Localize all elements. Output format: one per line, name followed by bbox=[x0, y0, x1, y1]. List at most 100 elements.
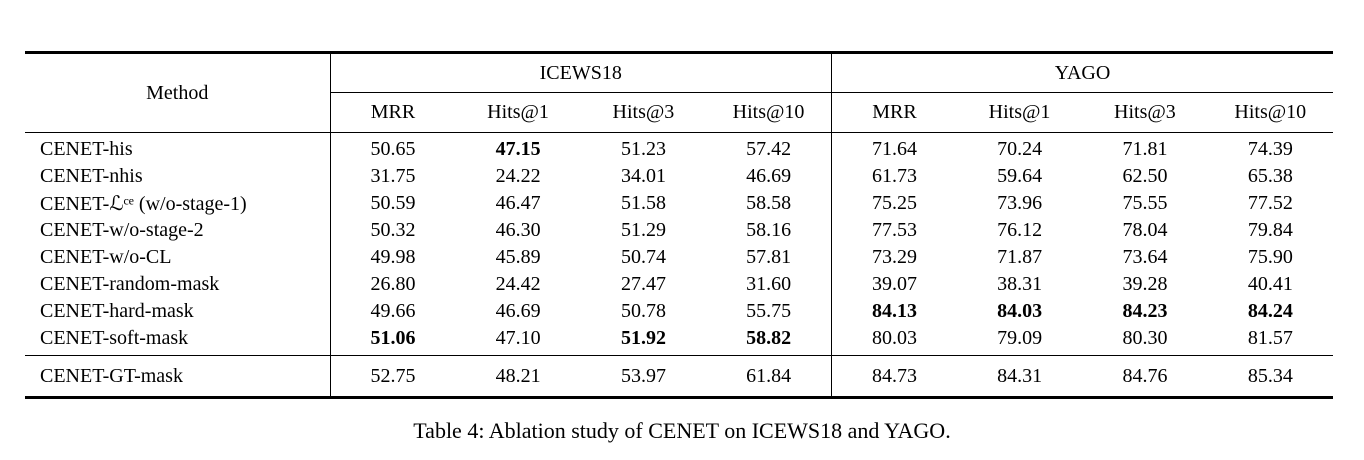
metric-cell: 50.65 bbox=[329, 132, 456, 163]
metric-cell: 50.59 bbox=[329, 190, 456, 217]
column-header-yago-hits10: Hits@10 bbox=[1207, 92, 1333, 133]
column-header-icews18-hits3: Hits@3 bbox=[580, 92, 707, 133]
table-row: CENET-his 50.65 47.15 51.23 57.42 71.64 … bbox=[25, 132, 1333, 163]
method-cell: CENET-soft-mask bbox=[40, 327, 189, 349]
method-cell: CENET-GT-mask bbox=[25, 355, 330, 398]
metric-cell: 31.60 bbox=[746, 273, 792, 295]
metric-cell: 58.82 bbox=[746, 327, 792, 349]
table-row: CENET-soft-mask 51.06 47.10 51.92 58.82 … bbox=[25, 325, 1333, 356]
metric-cell: 73.96 bbox=[997, 192, 1043, 214]
metric-cell: 51.23 bbox=[620, 138, 666, 160]
metric-cell: 85.34 bbox=[1207, 355, 1333, 398]
metric-cell: 34.01 bbox=[620, 165, 666, 187]
metric-cell: 51.29 bbox=[620, 219, 666, 241]
table-body: CENET-his 50.65 47.15 51.23 57.42 71.64 … bbox=[25, 132, 1333, 356]
metric-cell: 46.30 bbox=[495, 219, 541, 241]
metric-cell: 84.24 bbox=[1247, 300, 1293, 322]
metric-cell: 79.09 bbox=[997, 327, 1043, 349]
metric-cell: 47.15 bbox=[495, 138, 541, 160]
metric-cell: 84.03 bbox=[997, 300, 1043, 322]
metric-cell: 26.80 bbox=[329, 271, 456, 298]
metric-cell: 62.50 bbox=[1122, 165, 1168, 187]
metric-cell: 61.73 bbox=[830, 163, 957, 190]
table-row: CENET-w/o-stage-2 50.32 46.30 51.29 58.1… bbox=[25, 217, 1333, 244]
method-cell: CENET-w/o-stage-2 bbox=[40, 219, 204, 241]
method-cell: CENET-random-mask bbox=[40, 273, 220, 295]
metric-cell: 78.04 bbox=[1122, 219, 1168, 241]
metric-cell: 71.87 bbox=[997, 246, 1043, 268]
metric-cell: 75.25 bbox=[830, 190, 957, 217]
metric-cell: 57.42 bbox=[746, 138, 792, 160]
metric-cell: 53.97 bbox=[580, 355, 707, 398]
table-footer: CENET-GT-mask 52.75 48.21 53.97 61.84 84… bbox=[25, 355, 1333, 398]
metric-cell: 76.12 bbox=[997, 219, 1043, 241]
metric-cell: 84.13 bbox=[830, 298, 957, 325]
metric-cell: 61.84 bbox=[706, 355, 832, 398]
metric-cell: 46.47 bbox=[495, 192, 541, 214]
column-header-yago-hits3: Hits@3 bbox=[1082, 92, 1208, 133]
method-cell: CENET-nhis bbox=[40, 165, 143, 187]
metric-cell: 59.64 bbox=[997, 165, 1043, 187]
yago-group-header: YAGO bbox=[831, 52, 1333, 93]
ablation-table: Method ICEWS18 YAGO MRR Hits@1 Hits@3 Hi… bbox=[25, 51, 1333, 399]
metric-cell: 47.10 bbox=[495, 327, 541, 349]
metric-cell: 70.24 bbox=[997, 138, 1043, 160]
table-row-gt-mask: CENET-GT-mask 52.75 48.21 53.97 61.84 84… bbox=[25, 355, 1333, 398]
table-row: CENET-random-mask 26.80 24.42 27.47 31.6… bbox=[25, 271, 1333, 298]
metric-cell: 75.55 bbox=[1122, 192, 1168, 214]
column-header-yago-mrr: MRR bbox=[830, 92, 957, 133]
table-row: CENET-hard-mask 49.66 46.69 50.78 55.75 … bbox=[25, 298, 1333, 325]
table-row: CENET-nhis 31.75 24.22 34.01 46.69 61.73… bbox=[25, 163, 1333, 190]
metric-cell: 39.28 bbox=[1122, 273, 1168, 295]
metric-cell: 75.90 bbox=[1247, 246, 1293, 268]
metric-cell: 24.42 bbox=[495, 273, 541, 295]
metric-cell: 46.69 bbox=[495, 300, 541, 322]
metric-cell: 45.89 bbox=[495, 246, 541, 268]
method-cell: CENET-hard-mask bbox=[40, 300, 194, 322]
column-header-icews18-mrr: MRR bbox=[330, 92, 456, 133]
metric-cell: 73.29 bbox=[830, 244, 957, 271]
table-caption: Table 4: Ablation study of CENET on ICEW… bbox=[413, 418, 951, 443]
metric-cell: 51.92 bbox=[620, 327, 666, 349]
metric-cell: 71.81 bbox=[1122, 138, 1168, 160]
metric-cell: 40.41 bbox=[1247, 273, 1293, 295]
metric-cell: 74.39 bbox=[1247, 138, 1293, 160]
table-header: Method ICEWS18 YAGO MRR Hits@1 Hits@3 Hi… bbox=[25, 52, 1333, 133]
metric-cell: 52.75 bbox=[329, 355, 456, 398]
group-header-row: Method ICEWS18 YAGO bbox=[25, 52, 1333, 133]
metric-cell: 84.31 bbox=[956, 355, 1083, 398]
metric-cell: 84.23 bbox=[1122, 300, 1168, 322]
metric-cell: 79.84 bbox=[1247, 219, 1293, 241]
metric-cell: 48.21 bbox=[455, 355, 581, 398]
metric-cell: 57.81 bbox=[746, 246, 792, 268]
metric-cell: 39.07 bbox=[830, 271, 957, 298]
column-header-icews18-hits10: Hits@10 bbox=[706, 92, 832, 133]
metric-cell: 84.76 bbox=[1082, 355, 1208, 398]
column-header-yago-hits1: Hits@1 bbox=[956, 92, 1083, 133]
metric-cell: 46.69 bbox=[746, 165, 792, 187]
metric-cell: 49.66 bbox=[329, 298, 456, 325]
method-cell: CENET-his bbox=[40, 138, 133, 160]
metric-cell: 49.98 bbox=[329, 244, 456, 271]
metric-cell: 51.58 bbox=[620, 192, 666, 214]
table-row: CENET-w/o-CL 49.98 45.89 50.74 57.81 73.… bbox=[25, 244, 1333, 271]
method-cell: CENET-w/o-CL bbox=[40, 246, 172, 268]
metric-cell: 55.75 bbox=[746, 300, 792, 322]
metric-cell: 50.32 bbox=[329, 217, 456, 244]
metric-cell: 73.64 bbox=[1122, 246, 1168, 268]
metric-cell: 58.58 bbox=[746, 192, 792, 214]
metric-cell: 38.31 bbox=[997, 273, 1043, 295]
metric-cell: 84.73 bbox=[830, 355, 957, 398]
icews18-group-header: ICEWS18 bbox=[330, 52, 832, 93]
subcolumn-header-row: MRR Hits@1 Hits@3 Hits@10 MRR Hits@1 Hit… bbox=[25, 92, 1333, 133]
method-column-header: Method bbox=[25, 52, 331, 133]
metric-cell: 51.06 bbox=[329, 325, 456, 356]
metric-cell: 27.47 bbox=[620, 273, 666, 295]
metric-cell: 80.30 bbox=[1122, 327, 1168, 349]
metric-cell: 81.57 bbox=[1247, 327, 1293, 349]
method-cell: CENET-ℒᶜᵉ (w/o-stage-1) bbox=[40, 193, 247, 215]
metric-cell: 80.03 bbox=[830, 325, 957, 356]
metric-cell: 71.64 bbox=[830, 132, 957, 163]
metric-cell: 50.78 bbox=[620, 300, 666, 322]
